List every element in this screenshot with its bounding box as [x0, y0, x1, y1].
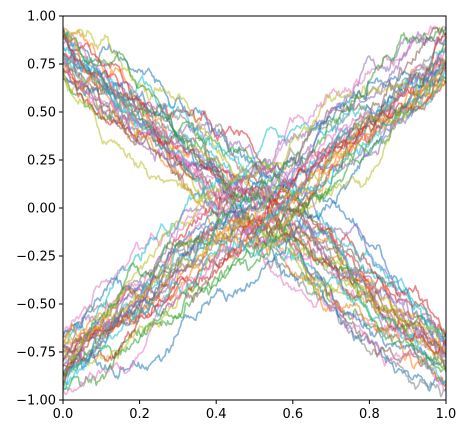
y-tick-label: −0.75: [16, 346, 56, 361]
y-tick-label: 0.25: [27, 154, 56, 169]
series-line-ascending: [63, 31, 446, 375]
series-line-ascending: [63, 79, 446, 347]
x-tick-label: 0.0: [53, 407, 74, 422]
series-line-descending: [63, 53, 446, 384]
x-tick-label: 0.6: [282, 407, 303, 422]
series-line-ascending: [63, 64, 446, 396]
y-axis: −1.00 −0.75 −0.50 −0.25 0.00 0.25 0.50 0.75 1.00: [16, 10, 63, 409]
y-tick-label: −0.50: [16, 298, 56, 313]
y-tick-label: −0.25: [16, 250, 56, 265]
series-line-ascending: [63, 66, 446, 390]
series-line-descending: [63, 34, 446, 358]
x-axis: 0.0 0.2 0.4 0.6 0.8 1.0: [53, 400, 457, 422]
series-line-ascending: [63, 61, 446, 380]
series-line-descending: [63, 70, 446, 353]
series-line-ascending: [63, 59, 446, 362]
series-line-descending: [63, 33, 446, 356]
x-tick-label: 0.2: [129, 407, 150, 422]
y-tick-label: 1.00: [27, 10, 56, 25]
series-line-ascending: [63, 74, 446, 390]
series-line-descending: [63, 53, 446, 370]
series-line-descending: [63, 29, 446, 373]
y-tick-label: −1.00: [16, 394, 56, 409]
y-tick-label: 0.75: [27, 58, 56, 73]
x-tick-label: 0.4: [206, 407, 227, 422]
x-tick-label: 0.8: [359, 407, 380, 422]
series-line-ascending: [63, 58, 446, 353]
y-tick-label: 0.50: [27, 106, 56, 121]
series-line-ascending: [63, 60, 446, 378]
series-layer: [63, 25, 446, 398]
y-tick-label: 0.00: [27, 202, 56, 217]
x-tick-label: 1.0: [436, 407, 457, 422]
